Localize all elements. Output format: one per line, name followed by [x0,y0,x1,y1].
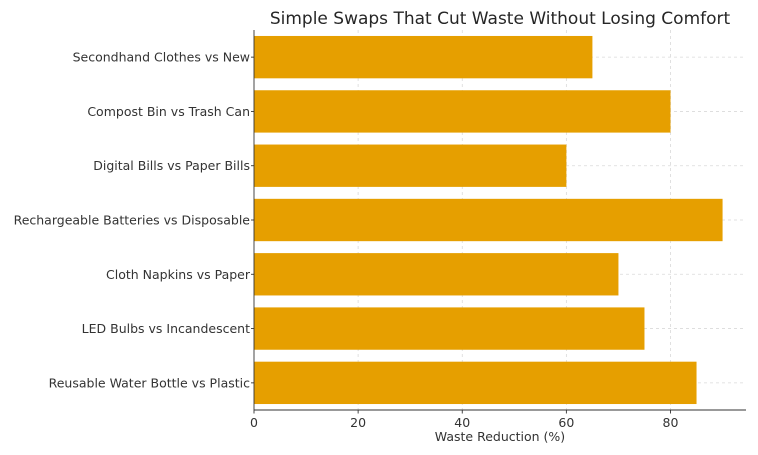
bar [254,144,567,187]
x-tick-label: 80 [663,415,679,430]
x-axis-label: Waste Reduction (%) [435,429,565,444]
category-label: Digital Bills vs Paper Bills [93,158,250,173]
bar [254,361,697,405]
category-label: Secondhand Clothes vs New [73,50,250,65]
bars [254,35,723,405]
category-label: Reusable Water Bottle vs Plastic [49,375,251,390]
x-tick-label: 20 [350,415,366,430]
bar [254,35,593,79]
x-tick-label: 40 [454,415,470,430]
category-label: Cloth Napkins vs Paper [106,267,251,282]
category-label: Compost Bin vs Trash Can [87,104,250,119]
bar [254,90,671,133]
x-ticks: 0 20 40 60 80 [250,410,679,430]
category-labels: Reusable Water Bottle vs Plastic LED Bulb… [14,50,254,390]
x-tick-label: 60 [558,415,574,430]
bar [254,198,723,242]
x-tick-label: 0 [250,415,258,430]
category-label: Rechargeable Batteries vs Disposable [14,213,251,228]
bar [254,307,645,350]
chart-title: Simple Swaps That Cut Waste Without Losi… [270,9,731,29]
category-label: LED Bulbs vs Incandescent [82,321,250,336]
bar [254,253,619,296]
